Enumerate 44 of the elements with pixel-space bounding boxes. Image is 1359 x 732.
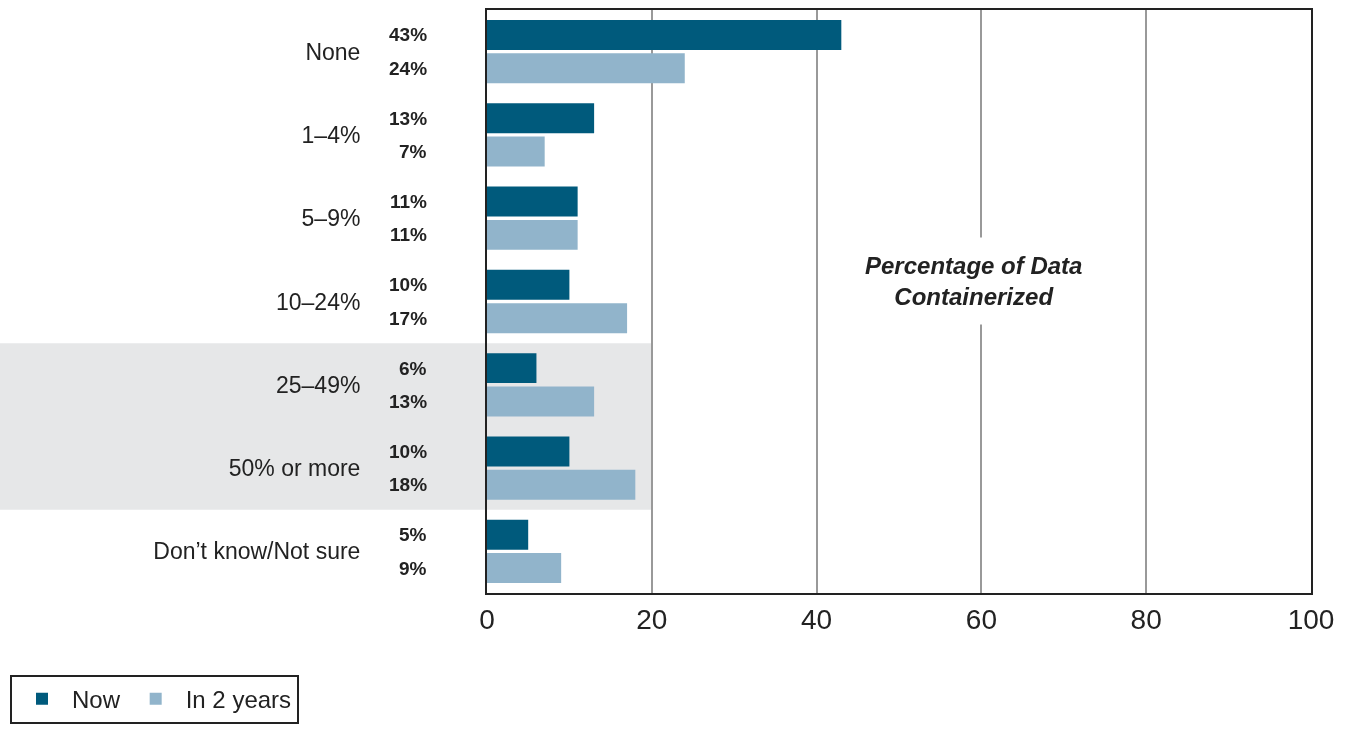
data-label: 11% [390,191,428,212]
data-label: 43% [389,24,428,45]
bar [487,19,842,50]
bar [487,53,685,84]
x-tick-label: 40 [801,603,833,635]
bar [487,519,529,550]
bar [487,136,545,167]
y-tick-label: 1–4% [301,121,361,148]
data-label: 5% [399,524,427,545]
data-label: 18% [389,474,428,495]
data-label: 11% [390,224,428,245]
data-label: 13% [389,108,428,129]
bar [487,436,570,467]
x-tick-label: 20 [636,603,668,635]
bar [487,353,537,384]
bar [487,386,595,417]
bar [487,469,636,500]
bar [487,103,595,134]
legend-label: Now [72,686,121,714]
data-label: 10% [389,274,428,295]
y-tick-label: 5–9% [301,205,361,232]
y-tick-label: 25–49% [275,371,361,398]
bar [487,553,562,584]
y-tick-label: 50% or more [228,455,361,482]
data-label: 9% [399,558,427,579]
bar [487,186,578,217]
data-label: 6% [399,358,427,379]
x-tick-label: 0 [479,603,495,635]
data-label: 7% [399,141,427,162]
data-label: 17% [389,308,428,329]
y-tick-label: 10–24% [275,288,361,315]
x-tick-label: 60 [965,603,997,635]
bar [487,219,578,250]
x-tick-label: 100 [1287,603,1335,635]
data-label: 24% [389,58,428,79]
bar [487,303,628,334]
data-label: 10% [389,441,428,462]
bar [487,269,570,300]
y-tick-label: None [305,38,361,65]
legend-label: In 2 years [185,686,292,714]
x-tick-label: 80 [1130,603,1162,635]
x-axis-title: Percentage of Data Containerized [865,252,1083,311]
data-label: 13% [389,391,428,412]
y-tick-label: Don’t know/Not sure [153,538,361,565]
